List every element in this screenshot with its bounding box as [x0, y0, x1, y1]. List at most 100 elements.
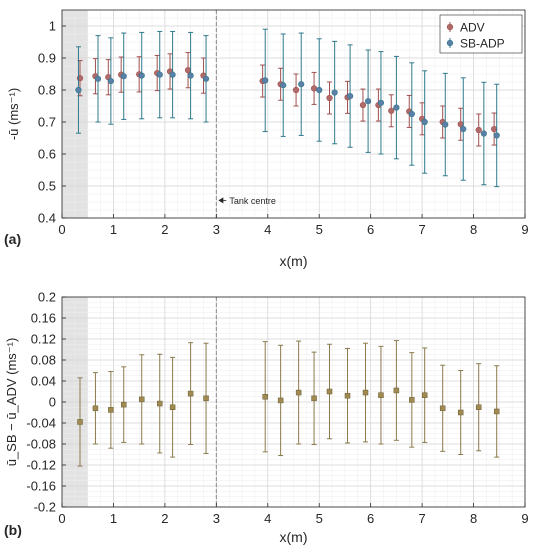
y-tick-label: -0.16 — [26, 479, 56, 494]
x-tick-label: 5 — [316, 511, 323, 526]
x-tick-label: 9 — [521, 511, 528, 526]
x-tick-label: 6 — [367, 222, 374, 237]
data-point — [92, 405, 99, 412]
legend-swatch-marker — [446, 23, 454, 31]
series-sb-adp — [75, 28, 500, 188]
annotation-label: Tank centre — [229, 196, 276, 206]
y-tick-label: 0.08 — [31, 353, 56, 368]
legend-entry: ADV — [460, 21, 485, 35]
y-axis: 0.4 0.5 0.6 0.7 0.8 0.9 1 — [38, 19, 66, 226]
y-tick-label: 0 — [49, 395, 56, 410]
data-point — [292, 86, 300, 94]
x-tick-label: 8 — [470, 511, 477, 526]
data-point — [77, 419, 83, 425]
data-point — [94, 75, 102, 82]
annotation-arrow — [218, 197, 224, 204]
data-point — [120, 73, 127, 80]
data-point — [277, 397, 284, 404]
x-tick-label: 5 — [316, 222, 323, 237]
panel-label: (a) — [4, 231, 21, 247]
data-point — [75, 86, 82, 94]
y-tick-label: 0.6 — [38, 147, 56, 162]
legend: ADV SB-ADP — [439, 14, 523, 54]
x-tick-label: 9 — [521, 222, 528, 237]
series-1 — [77, 340, 500, 467]
legend-swatch-marker — [446, 39, 454, 47]
y-tick-label: 0.12 — [31, 332, 56, 347]
x-tick-label: 3 — [213, 511, 220, 526]
data-point — [326, 388, 333, 395]
y-tick-label: 0.9 — [38, 51, 56, 66]
x-axis: 0 1 2 3 4 5 6 7 8 9 — [58, 503, 529, 526]
data-point — [393, 104, 400, 111]
data-point — [393, 387, 400, 394]
panel-label: (b) — [4, 522, 22, 538]
data-point — [493, 132, 500, 139]
data-point — [408, 110, 415, 118]
data-point — [108, 407, 114, 413]
data-point — [138, 72, 145, 79]
y-tick-label: -0.04 — [26, 416, 56, 431]
y-tick-label: 0.2 — [38, 290, 56, 305]
y-tick-label: 0.8 — [38, 83, 56, 98]
data-point — [457, 409, 464, 416]
y-tick-label: 0.4 — [38, 211, 56, 226]
data-point — [169, 71, 176, 78]
data-point — [187, 390, 194, 397]
y-axis: -0.2 -0.16 -0.12 -0.08 -0.04 0 0.04 0.08 0.12 0.1… — [26, 290, 66, 515]
x-axis: 0 1 2 3 4 5 6 7 8 9 — [58, 214, 529, 237]
x-tick-label: 0 — [58, 222, 65, 237]
data-point — [202, 75, 210, 82]
data-point — [480, 130, 487, 137]
x-tick-label: 7 — [418, 511, 425, 526]
legend-box — [439, 14, 523, 54]
data-point — [156, 400, 163, 407]
axes-box — [61, 9, 526, 219]
data-point — [421, 392, 428, 398]
x-tick-label: 4 — [264, 511, 271, 526]
x-tick-label: 3 — [213, 222, 220, 237]
data-point — [326, 94, 333, 102]
chart-panel-2: 0 1 2 3 4 5 6 7 8 9 -0.2 -0.16 -0.12 -0.08 -0.04 0 0.04 0… — [4, 290, 529, 546]
data-point — [120, 401, 127, 408]
y-tick-label: 0.16 — [31, 311, 56, 326]
data-point — [378, 392, 384, 398]
data-point — [493, 408, 500, 415]
data-point — [184, 67, 192, 74]
data-point — [331, 89, 338, 96]
data-point — [388, 107, 395, 114]
x-tick-label: 6 — [367, 511, 374, 526]
data-point — [138, 396, 145, 403]
y-tick-label: 0.7 — [38, 115, 56, 130]
y-tick-label: 0.5 — [38, 179, 56, 194]
x-tick-label: 0 — [58, 511, 65, 526]
data-point — [364, 98, 372, 105]
data-point — [169, 404, 176, 410]
x-axis-label: x(m) — [280, 253, 308, 269]
data-point — [295, 389, 302, 396]
data-point — [362, 389, 369, 396]
legend-entry: SB-ADP — [460, 37, 505, 51]
chart-panel-1: 0 1 2 3 4 5 6 7 8 9 0.4 0.5 0.6 0.7 0.8 0.9 1 x(m) -ū (ms⁻… — [4, 9, 529, 269]
data-point — [344, 392, 351, 399]
x-tick-label: 2 — [161, 511, 168, 526]
y-tick-label: 0.04 — [31, 374, 56, 389]
x-tick-label: 2 — [161, 222, 168, 237]
data-point — [310, 85, 318, 92]
x-tick-label: 1 — [110, 222, 117, 237]
y-tick-label: -0.08 — [26, 437, 56, 452]
data-point — [311, 395, 317, 402]
x-tick-label: 7 — [418, 222, 425, 237]
data-point — [107, 77, 114, 85]
y-axis-label: -ū (ms⁻¹) — [6, 88, 21, 140]
x-axis-label: x(m) — [280, 529, 308, 545]
data-point — [421, 118, 428, 126]
data-point — [491, 125, 498, 133]
x-tick-label: 4 — [264, 222, 271, 237]
data-point — [439, 405, 446, 412]
data-point — [409, 397, 415, 403]
data-point — [156, 71, 163, 78]
data-point — [298, 81, 305, 88]
data-point — [280, 82, 287, 89]
